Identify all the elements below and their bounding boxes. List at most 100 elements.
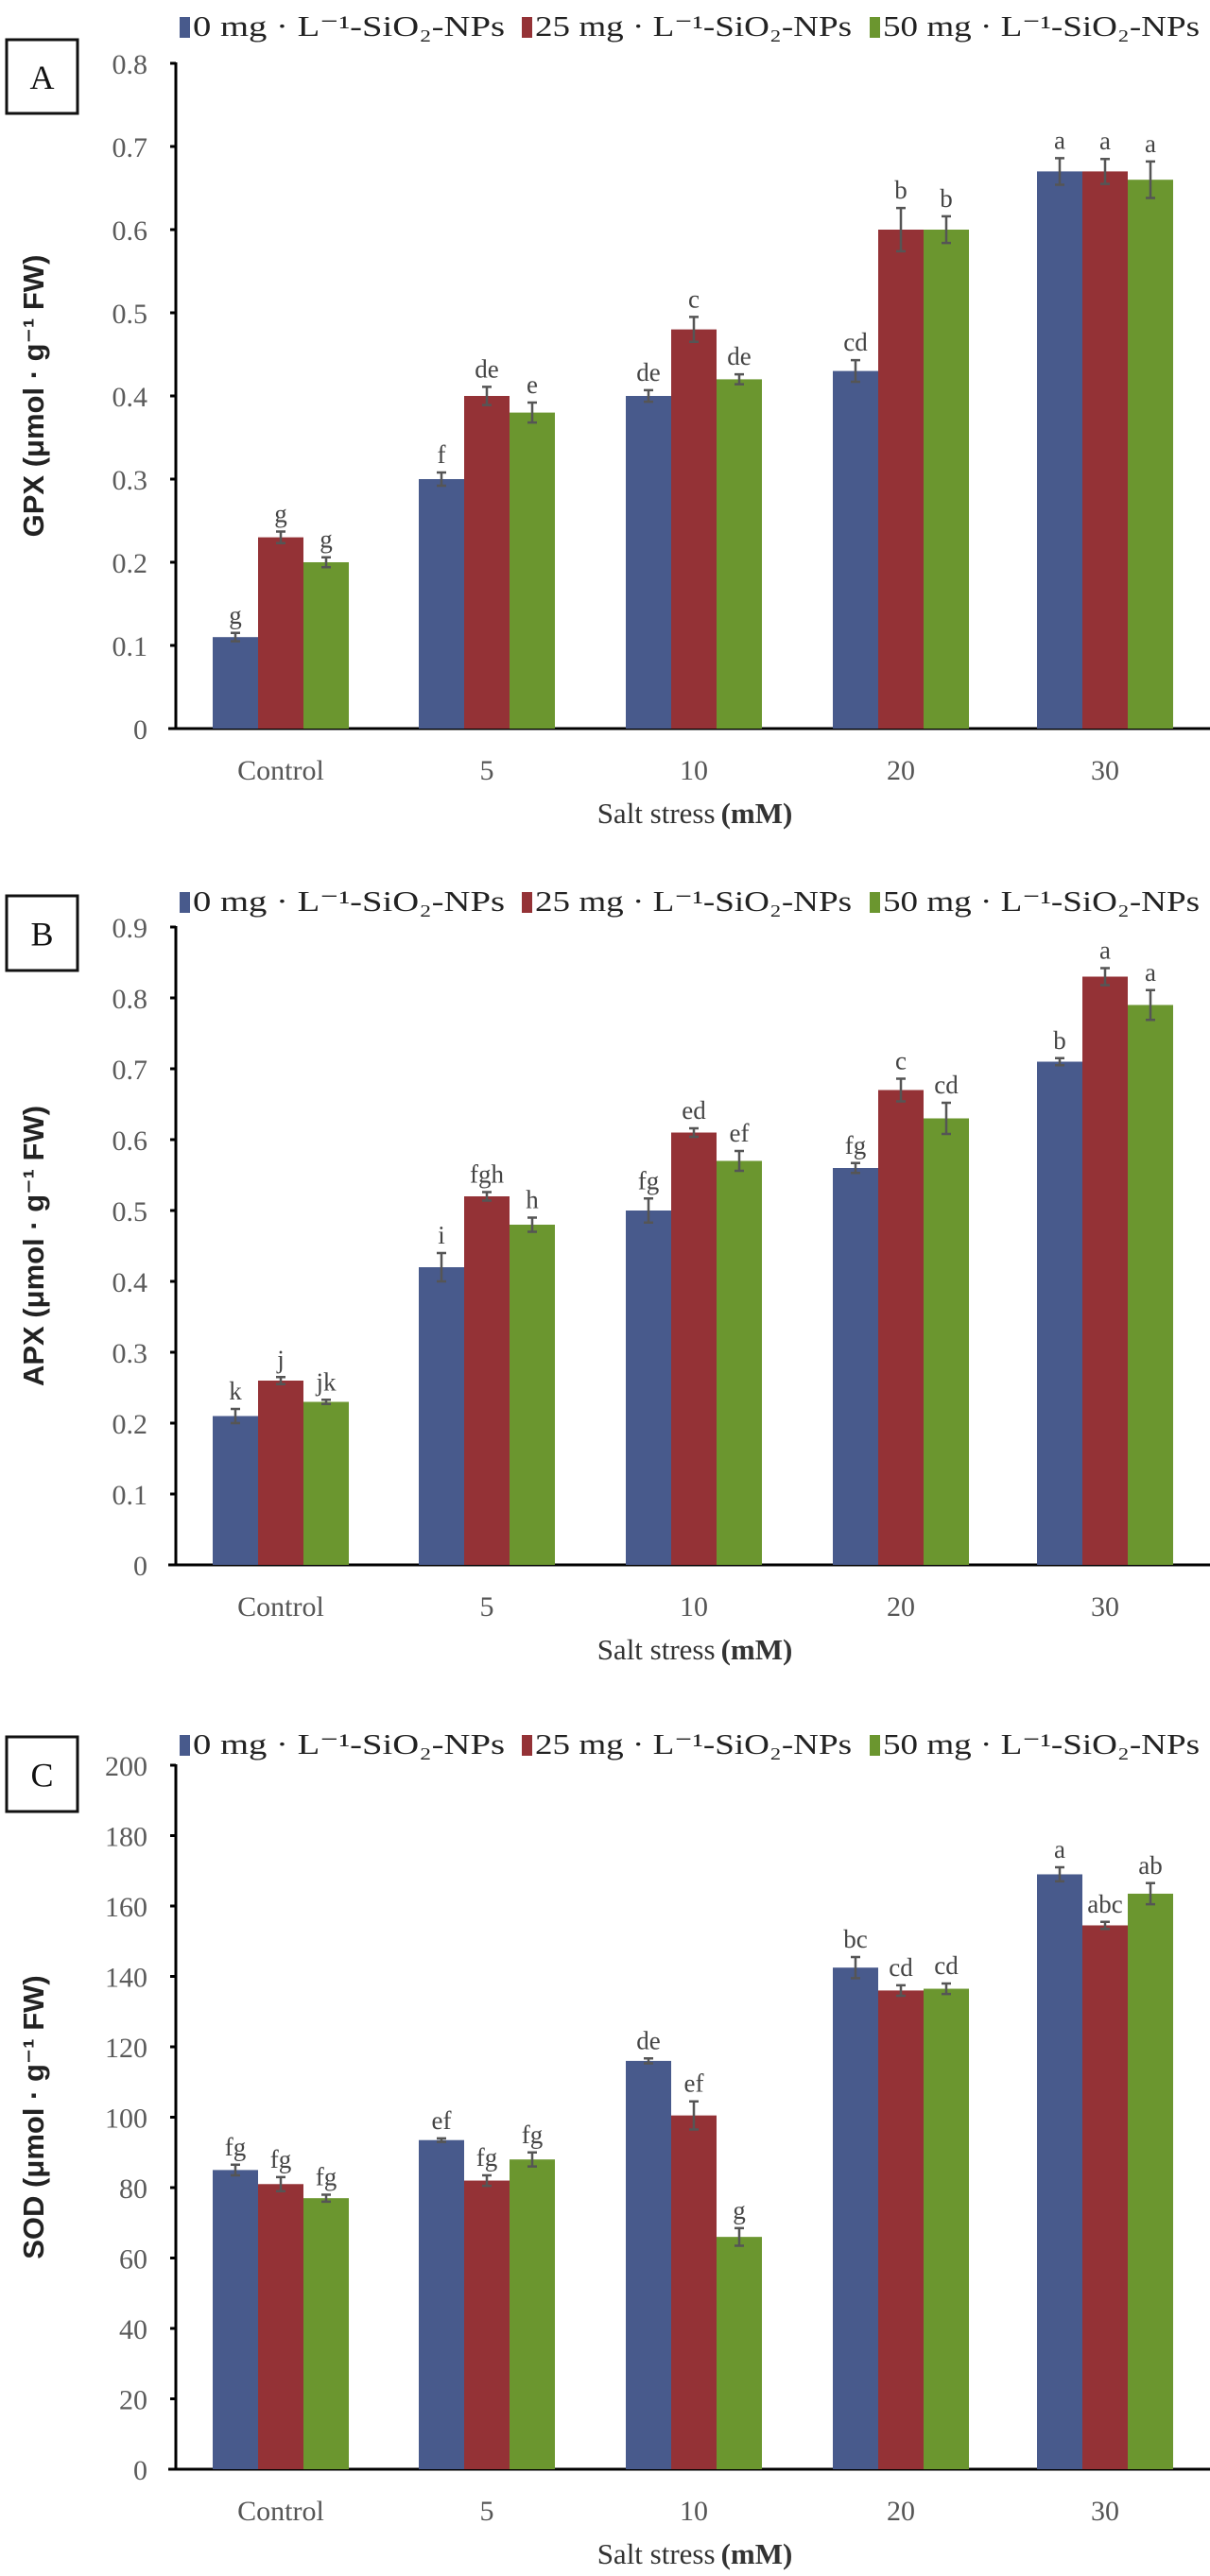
x-axis-title-unit: (mM)	[721, 2537, 793, 2570]
error-bar	[689, 1126, 699, 1139]
chart-panel-C: C 0 mg · L⁻¹-SiO₂-NPs 25 mg · L⁻¹-SiO₂-NPs…	[5, 1727, 1210, 2570]
error-bar	[1146, 988, 1155, 1022]
chart-panel-A: A 0 mg · L⁻¹-SiO₂-NPs 25 mg · L⁻¹-SiO₂-NPs…	[5, 9, 1210, 830]
legend-label: 0 mg · L⁻¹-SiO₂-NPs	[193, 9, 505, 43]
error-bar	[1146, 160, 1155, 199]
panel-label-box	[5, 1735, 79, 1813]
y-tick-label: 0.8	[112, 984, 148, 1015]
error-bar	[896, 1077, 906, 1103]
bar	[464, 1196, 510, 1565]
y-tick-label: 0.6	[112, 215, 148, 247]
bar	[1082, 1925, 1128, 2469]
legend-label: 50 mg · L⁻¹-SiO₂-NPs	[883, 884, 1200, 918]
error-bar	[644, 1197, 653, 1224]
significance-letter: fg	[638, 1166, 660, 1194]
bar	[717, 2237, 762, 2469]
bar	[419, 479, 464, 729]
bar	[833, 370, 878, 729]
x-tick-label: 5	[480, 755, 494, 786]
bar	[419, 2139, 464, 2469]
significance-letter: fg	[270, 2145, 292, 2173]
bar	[419, 1267, 464, 1565]
significance-letter: abc	[1087, 1890, 1122, 1918]
x-axis-title: Salt stress (mM)	[597, 1633, 793, 1666]
x-tick-label: 20	[887, 755, 915, 786]
bar	[1037, 171, 1082, 729]
error-bar	[851, 1955, 860, 1980]
chart-panel-B: B 0 mg · L⁻¹-SiO₂-NPs 25 mg · L⁻¹-SiO₂-NPs…	[5, 884, 1210, 1666]
bar	[258, 537, 303, 729]
significance-letter: ed	[682, 1096, 706, 1125]
bar	[924, 1118, 969, 1565]
significance-letter: ef	[684, 2069, 704, 2098]
x-tick-label: 30	[1091, 1591, 1119, 1623]
y-tick-label: 100	[105, 2104, 147, 2135]
significance-letter: f	[438, 440, 446, 469]
significance-letter: de	[475, 354, 499, 383]
y-tick-label: 160	[105, 1892, 147, 1923]
panel-label: C	[30, 1757, 53, 1795]
error-bar	[276, 530, 285, 545]
error-bar	[527, 401, 537, 424]
legend-swatch	[522, 892, 532, 913]
bar	[717, 1160, 762, 1565]
x-tick-label: 20	[887, 1591, 915, 1623]
bar	[671, 329, 717, 729]
x-axis-title-unit: (mM)	[721, 797, 793, 830]
legend-label: 0 mg · L⁻¹-SiO₂-NPs	[193, 1727, 505, 1760]
significance-letter: j	[276, 1345, 285, 1373]
bar	[1128, 1893, 1173, 2469]
significance-letter: de	[636, 358, 661, 386]
bar	[1037, 1874, 1082, 2469]
panel-label: A	[30, 59, 55, 96]
significance-letter: e	[527, 370, 538, 399]
y-tick-label: 0.9	[112, 913, 148, 944]
error-bar	[1055, 1865, 1064, 1883]
y-tick-label: 80	[119, 2173, 147, 2205]
significance-letter: ab	[1138, 1851, 1162, 1880]
error-bar	[276, 2175, 285, 2192]
panel-label: B	[30, 916, 53, 953]
y-tick-label: 20	[119, 2385, 147, 2416]
error-bar	[321, 2193, 331, 2204]
error-bar	[437, 2137, 446, 2143]
bar	[878, 1090, 924, 1565]
significance-letter: fg	[225, 2133, 247, 2161]
bar	[213, 1416, 258, 1565]
legend-label: 0 mg · L⁻¹-SiO₂-NPs	[193, 884, 505, 918]
significance-letter: a	[1145, 958, 1156, 987]
error-bar	[482, 1191, 492, 1202]
y-tick-label: 60	[119, 2244, 147, 2275]
legend-swatch	[180, 892, 190, 913]
error-bar	[735, 372, 744, 386]
legend-swatch	[870, 17, 880, 38]
significance-letter: a	[1054, 1835, 1065, 1863]
significance-letter: g	[274, 499, 287, 527]
bar	[924, 1988, 969, 2469]
significance-letter: bc	[843, 1925, 868, 1953]
panel-label-box	[5, 894, 79, 972]
significance-letter: k	[229, 1377, 242, 1405]
x-tick-label: 10	[680, 2496, 708, 2527]
significance-letter: g	[229, 601, 242, 629]
error-bar	[231, 631, 240, 643]
error-bar	[851, 358, 860, 384]
legend-swatch	[870, 1735, 880, 1756]
bar	[626, 2060, 671, 2469]
bar	[626, 396, 671, 729]
y-tick-label: 0.4	[112, 1267, 148, 1298]
significance-letter: fg	[845, 1131, 867, 1159]
legend-label: 25 mg · L⁻¹-SiO₂-NPs	[535, 884, 852, 918]
y-tick-label: 0	[133, 1551, 147, 1582]
bar	[213, 637, 258, 729]
error-bar	[437, 1251, 446, 1283]
x-tick-label: Control	[237, 755, 324, 786]
x-axis-title: Salt stress (mM)	[597, 2537, 793, 2570]
significance-letter: de	[727, 342, 752, 370]
y-tick-label: 0.7	[112, 132, 148, 163]
error-bar	[644, 388, 653, 404]
significance-letter: b	[894, 176, 908, 204]
significance-letter: fg	[316, 2162, 337, 2190]
error-bar	[231, 1407, 240, 1425]
significance-letter: b	[1053, 1026, 1066, 1055]
